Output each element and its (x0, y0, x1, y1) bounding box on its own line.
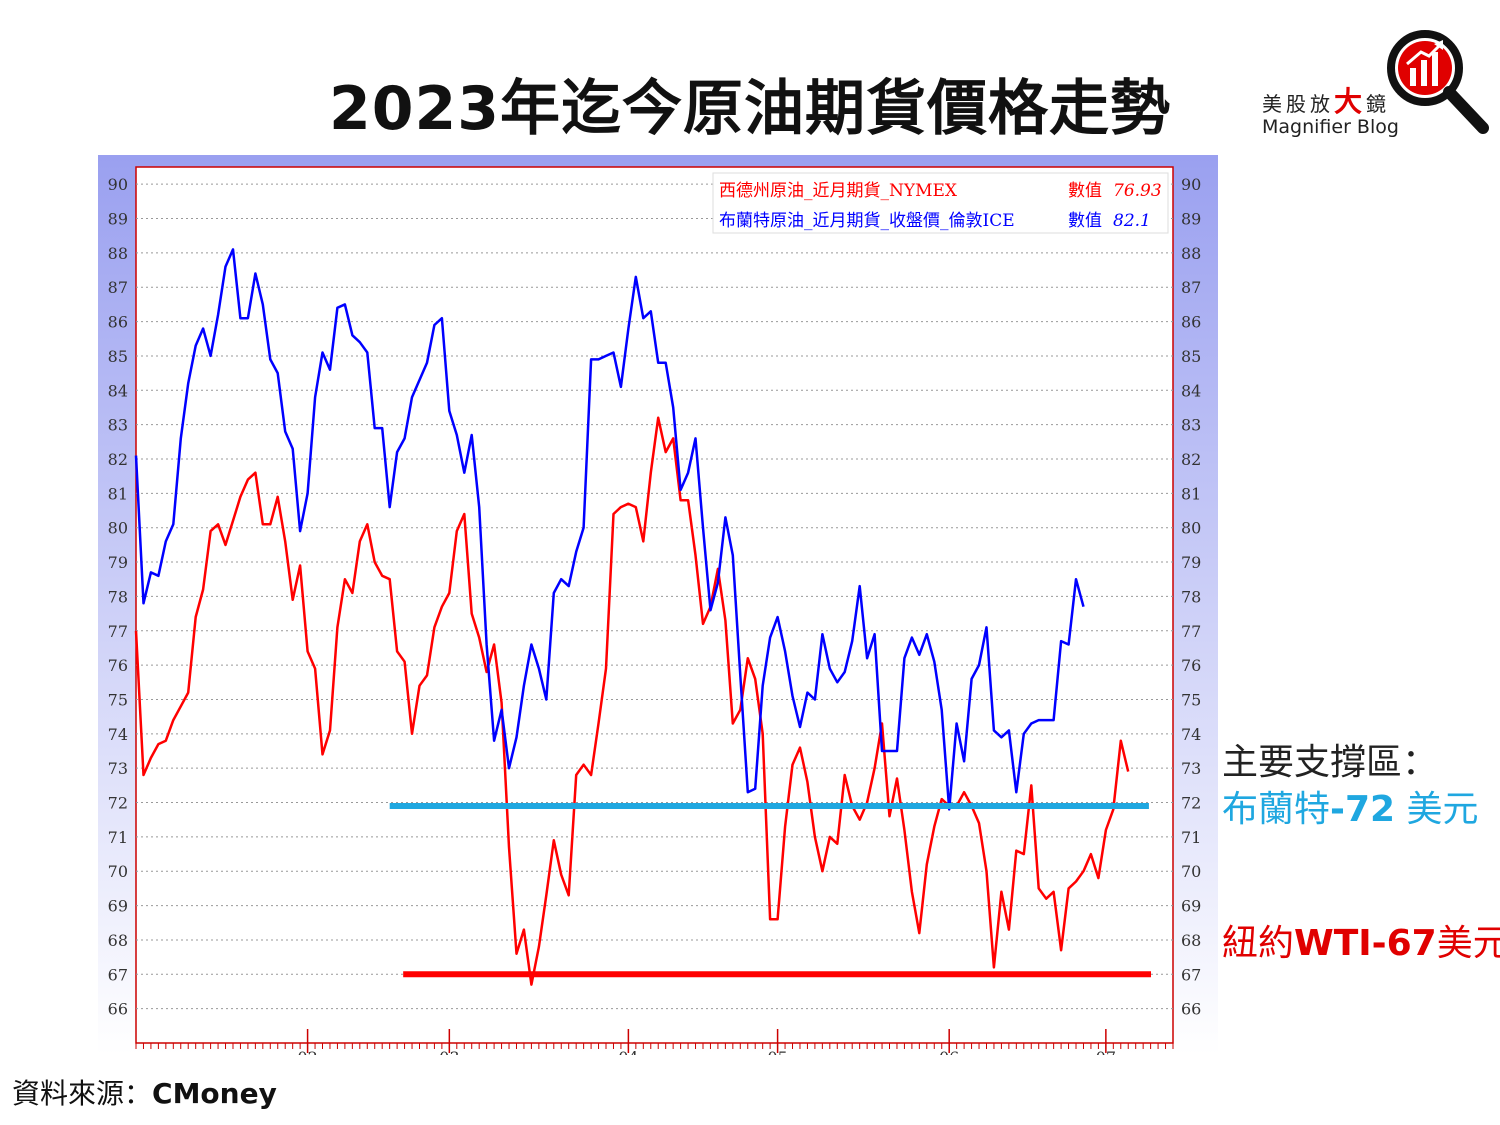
y-tick-label-right: 79 (1181, 553, 1201, 572)
x-tick-label: 05 (767, 1048, 787, 1055)
y-tick-label-left: 71 (108, 828, 128, 847)
brent-support-note: 布蘭特-72 美元 (1222, 789, 1479, 830)
x-tick-label: 07 (1096, 1048, 1116, 1055)
legend-wti-value: 76.93 (1113, 181, 1162, 201)
y-tick-label-left: 74 (108, 725, 128, 744)
y-tick-label-left: 73 (108, 759, 128, 778)
y-tick-label-right: 77 (1181, 622, 1201, 641)
y-tick-label-right: 69 (1181, 897, 1201, 916)
plot-area (135, 166, 1174, 1044)
page-title: 2023年迄今原油期貨價格走勢 (329, 74, 1171, 144)
x-tick-label: 03 (439, 1048, 459, 1055)
x-tick-label: 02 (297, 1048, 317, 1055)
y-tick-label-left: 78 (108, 587, 128, 606)
y-tick-label-left: 72 (108, 794, 128, 813)
y-tick-label-left: 68 (108, 931, 128, 950)
y-tick-label-left: 81 (108, 484, 128, 503)
y-tick-label-right: 76 (1181, 656, 1201, 675)
y-tick-label-left: 79 (108, 553, 128, 572)
magnifier-chart-icon (1387, 30, 1489, 134)
oil-futures-chart: 66 66 67 67 68 68 69 69 70 70 71 71 72 72 73 73 74 74 75 75… (98, 155, 1218, 1055)
y-tick-label-left: 75 (108, 690, 128, 709)
y-tick-label-right: 89 (1181, 210, 1201, 229)
y-tick-label-right: 67 (1181, 965, 1201, 984)
y-tick-label-left: 70 (108, 862, 128, 881)
y-tick-label-left: 80 (108, 519, 128, 538)
y-tick-label-left: 67 (108, 965, 128, 984)
legend-brent-name: 布蘭特原油_近月期貨_收盤價_倫敦ICE (719, 211, 1015, 231)
y-tick-label-right: 66 (1181, 1000, 1201, 1019)
y-tick-label-right: 78 (1181, 587, 1201, 606)
y-tick-label-right: 73 (1181, 759, 1201, 778)
logo-english-name: Magnifier Blog (1262, 116, 1399, 138)
legend-box (712, 172, 1169, 234)
y-tick-label-right: 81 (1181, 484, 1201, 503)
y-tick-label-left: 83 (108, 416, 128, 435)
y-tick-label-right: 83 (1181, 416, 1201, 435)
y-tick-label-right: 74 (1181, 725, 1201, 744)
logo-chinese-name: 美股放大鏡 (1262, 85, 1391, 118)
y-tick-label-left: 90 (108, 175, 128, 194)
y-tick-label-right: 70 (1181, 862, 1201, 881)
x-tick-label: 04 (618, 1048, 638, 1055)
y-tick-label-right: 84 (1181, 381, 1201, 400)
y-tick-label-right: 85 (1181, 347, 1201, 366)
y-tick-label-left: 85 (108, 347, 128, 366)
y-tick-label-right: 72 (1181, 794, 1201, 813)
legend-wti-name: 西德州原油_近月期貨_NYMEX (719, 181, 958, 201)
y-tick-label-right: 87 (1181, 278, 1201, 297)
x-tick-label: 06 (939, 1048, 959, 1055)
y-tick-label-left: 89 (108, 210, 128, 229)
legend-wti-value-label: 數值 (1068, 181, 1102, 201)
y-tick-label-left: 82 (108, 450, 128, 469)
legend-brent-value: 82.1 (1113, 211, 1151, 231)
y-tick-label-right: 80 (1181, 519, 1201, 538)
y-tick-label-right: 86 (1181, 313, 1201, 332)
y-tick-label-left: 88 (108, 244, 128, 263)
y-tick-label-right: 71 (1181, 828, 1201, 847)
y-tick-label-right: 68 (1181, 931, 1201, 950)
y-tick-label-right: 90 (1181, 175, 1201, 194)
legend-brent-value-label: 數值 (1068, 211, 1102, 231)
y-tick-label-left: 66 (108, 1000, 128, 1019)
data-source: 資料來源：CMoney (12, 1077, 277, 1110)
brand-logo: 美股放大鏡 Magnifier Blog (1258, 22, 1493, 142)
brent-series-line (134, 248, 1085, 811)
y-tick-label-right: 88 (1181, 244, 1201, 263)
wti-support-note: 紐約WTI-67美元 (1222, 923, 1500, 964)
wti-series-line (134, 416, 1130, 986)
y-tick-label-right: 75 (1181, 690, 1201, 709)
y-tick-label-left: 87 (108, 278, 128, 297)
support-zone-title: 主要支撐區： (1222, 742, 1439, 783)
y-tick-label-left: 76 (108, 656, 128, 675)
y-tick-label-left: 77 (108, 622, 128, 641)
y-tick-label-right: 82 (1181, 450, 1201, 469)
y-tick-label-left: 86 (108, 313, 128, 332)
y-tick-label-left: 84 (108, 381, 128, 400)
y-tick-label-left: 69 (108, 897, 128, 916)
